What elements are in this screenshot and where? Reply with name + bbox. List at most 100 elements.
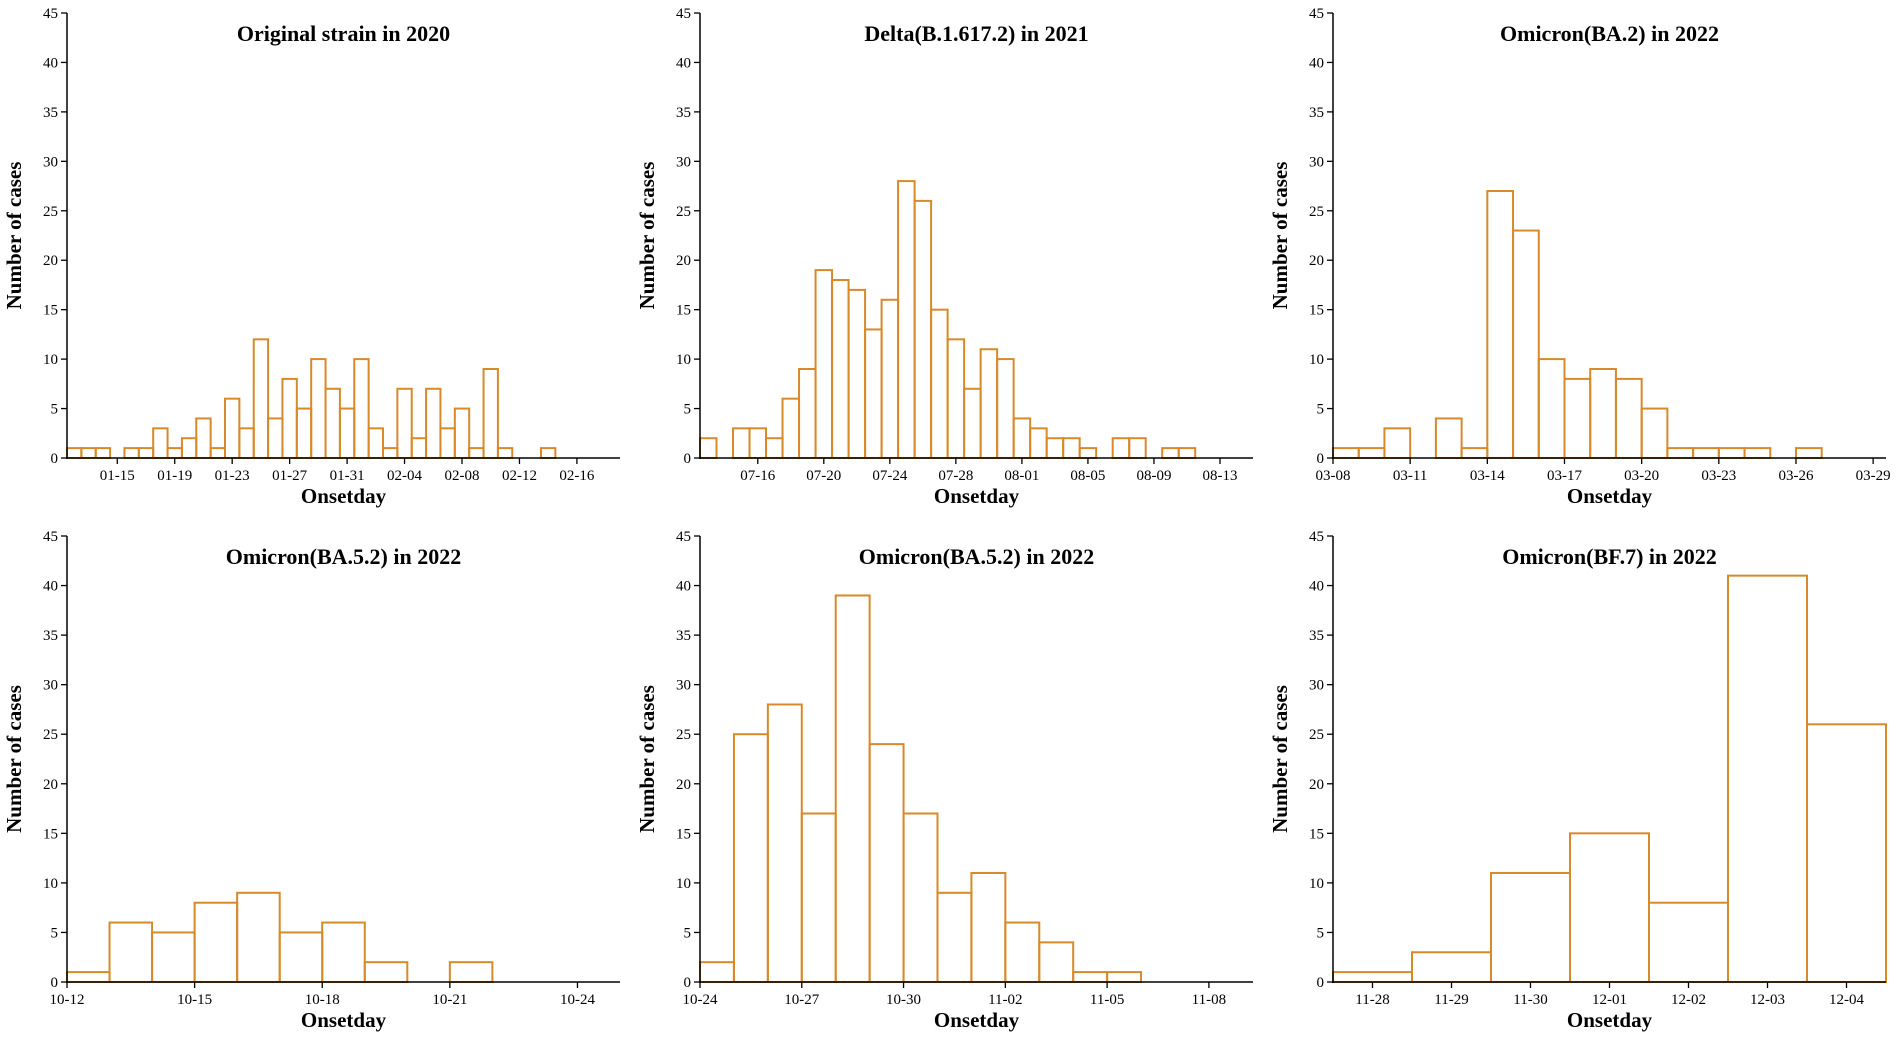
histogram-bar: [1717, 447, 1746, 460]
y-tick-label: 45: [676, 529, 691, 545]
y-tick-label: 0: [51, 451, 59, 467]
histogram-bar: [996, 358, 1015, 459]
x-tick-label: 10-24: [683, 992, 718, 1008]
y-tick-label: 15: [43, 826, 58, 842]
histogram-bar: [94, 447, 112, 460]
chart-title: Omicron(BF.7) in 2022: [1502, 544, 1717, 569]
histogram-bar: [781, 397, 801, 459]
x-tick-label: 03-08: [1316, 468, 1351, 484]
histogram-bar: [880, 298, 900, 459]
histogram-bar: [897, 180, 916, 459]
histogram-bar: [970, 871, 1007, 984]
y-tick-label: 5: [1317, 925, 1325, 941]
x-tick-label: 02-04: [387, 468, 422, 484]
chart-panel-1: 0 5 10 15 20 25 30 35 40 45 01-15 01-19 01-23 01-27 01…: [2, 6, 620, 508]
histogram-bar: [1512, 229, 1540, 459]
y-tick-label: 5: [51, 402, 59, 418]
x-tick-label: 11-05: [1090, 992, 1124, 1008]
histogram-bar: [1569, 832, 1650, 983]
histogram-bar: [963, 387, 982, 459]
histogram-bar: [1434, 417, 1463, 460]
histogram-bar: [868, 743, 905, 984]
histogram-bar: [496, 447, 514, 460]
y-tick-label: 30: [1309, 678, 1324, 694]
x-tick-label: 08-09: [1136, 468, 1171, 484]
histogram-bar: [1012, 417, 1032, 460]
y-tick-label: 25: [676, 727, 691, 743]
y-axis-label: Number of cases: [635, 162, 659, 310]
histogram-bar: [732, 427, 751, 460]
y-tick-label: 10: [1309, 352, 1324, 368]
x-tick-label: 03-23: [1701, 468, 1736, 484]
x-tick-label: 07-28: [938, 468, 973, 484]
x-tick-label: 07-16: [740, 468, 775, 484]
x-tick-label: 10-15: [177, 992, 212, 1008]
histogram-bar: [540, 447, 557, 460]
histogram-bar: [193, 901, 239, 984]
histogram-bar: [1383, 427, 1412, 460]
chart-panel-3: 0 5 10 15 20 25 30 35 40 45 03-08 03-11 03-14 03-17 03…: [1268, 6, 1891, 508]
y-tick-label: 35: [43, 628, 58, 644]
x-tick-label: 11-08: [1192, 992, 1226, 1008]
histogram-bar: [166, 447, 183, 460]
histogram-bar: [1045, 437, 1065, 460]
y-axis-label: Number of cases: [1268, 685, 1292, 833]
histogram-bar: [123, 447, 140, 460]
histogram-bar: [732, 733, 769, 983]
histogram-bar: [1537, 358, 1566, 459]
x-tick-label: 02-16: [559, 468, 594, 484]
x-tick-label: 01-15: [100, 468, 135, 484]
y-tick-label: 5: [1317, 402, 1325, 418]
histogram-bar: [108, 921, 154, 983]
histogram-bar: [831, 279, 850, 459]
histogram-bar: [195, 417, 212, 460]
histogram-bar: [321, 921, 366, 983]
y-tick-label: 10: [1309, 876, 1324, 892]
x-tick-label: 12-04: [1829, 992, 1864, 1008]
histogram-bar: [1106, 971, 1143, 983]
histogram-bar: [1743, 447, 1772, 460]
y-tick-label: 20: [676, 253, 691, 269]
histogram-bar: [902, 812, 939, 983]
chart-title: Omicron(BA.2) in 2022: [1500, 21, 1719, 46]
histogram-bar: [1332, 971, 1413, 983]
histogram-bar: [1029, 427, 1048, 460]
y-tick-label: 5: [684, 402, 692, 418]
x-tick-label: 11-02: [988, 992, 1022, 1008]
histogram-bar: [765, 437, 784, 460]
chart-panel-2: 0 5 10 15 20 25 30 35 40 45 07-16 07-20 07-24 07-28 08…: [635, 6, 1253, 508]
histogram-bar: [1004, 921, 1041, 983]
histogram-bar: [152, 427, 169, 460]
y-tick-label: 10: [43, 876, 58, 892]
y-tick-label: 20: [1309, 253, 1324, 269]
histogram-bar: [439, 427, 456, 460]
x-tick-label: 07-24: [872, 468, 907, 484]
x-tick-label: 03-11: [1393, 468, 1427, 484]
x-tick-label: 02-08: [445, 468, 480, 484]
y-tick-label: 25: [43, 727, 58, 743]
chart-title: Omicron(BA.5.2) in 2022: [859, 544, 1094, 569]
y-tick-label: 25: [1309, 727, 1324, 743]
x-tick-label: 10-12: [50, 992, 85, 1008]
histogram-bar: [1614, 377, 1643, 459]
x-tick-label: 11-30: [1513, 992, 1547, 1008]
x-tick-label: 01-27: [272, 468, 307, 484]
x-tick-label: 10-24: [560, 992, 595, 1008]
histogram-bar: [1486, 190, 1515, 459]
histogram-bar: [1038, 941, 1075, 983]
histogram-bar: [800, 812, 837, 983]
histogram-bar: [979, 348, 999, 460]
histogram-bar: [748, 427, 768, 460]
x-tick-label: 07-20: [806, 468, 841, 484]
histogram-bar: [281, 377, 298, 459]
histogram-bar: [353, 358, 370, 459]
x-tick-label: 01-31: [330, 468, 365, 484]
histogram-bar: [1794, 447, 1823, 460]
y-tick-label: 45: [1309, 6, 1324, 22]
x-tick-label: 10-30: [886, 992, 921, 1008]
y-tick-label: 20: [1309, 777, 1324, 793]
histogram-bar: [448, 961, 494, 984]
x-tick-label: 12-01: [1592, 992, 1627, 1008]
x-tick-label: 02-12: [502, 468, 537, 484]
y-tick-label: 45: [1309, 529, 1324, 545]
